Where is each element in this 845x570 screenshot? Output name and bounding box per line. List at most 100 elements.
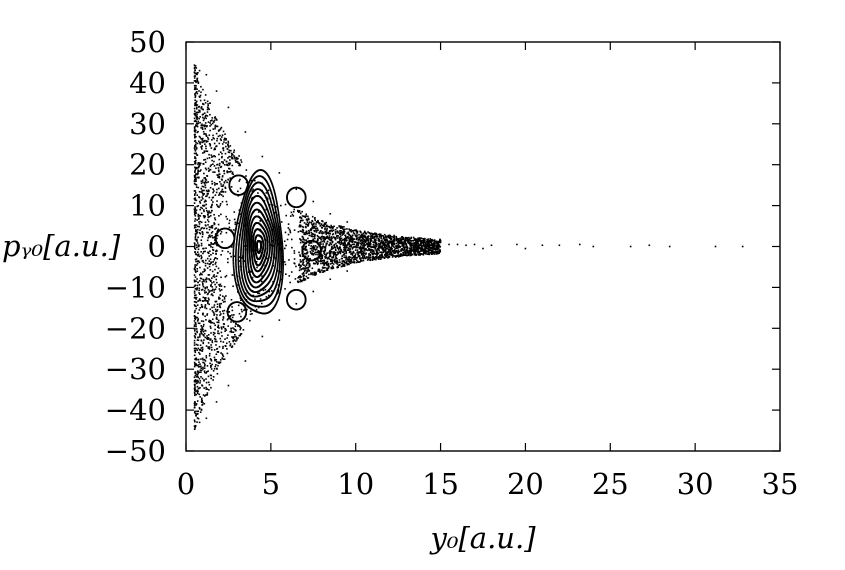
scatter-point [198,140,200,142]
scatter-point [194,355,196,357]
scatter-point [234,211,236,213]
scatter-point [221,328,223,330]
scatter-point [200,358,202,360]
scatter-point [372,251,374,253]
scatter-point [227,145,229,147]
scatter-point [391,238,393,240]
scatter-point [211,340,213,342]
scatter-point [336,260,338,262]
scatter-point [195,104,197,106]
scatter-point [331,231,333,233]
scatter-point [236,339,238,341]
scatter-point [227,334,229,336]
scatter-point [201,306,203,308]
scatter-point [204,315,206,317]
scatter-point [197,131,199,133]
scatter-point [334,261,336,263]
scatter-point [334,246,336,248]
scatter-point [344,252,346,254]
scatter-point [330,259,332,261]
scatter-point [227,353,229,355]
scatter-point [205,122,207,124]
scatter-point [328,238,330,240]
scatter-point [195,294,197,296]
scatter-point [221,285,223,287]
scatter-point [328,267,330,269]
scatter-point [368,248,370,250]
scatter-point [398,247,400,249]
scatter-point [415,247,417,249]
scatter-point [361,260,363,262]
scatter-point [220,183,222,185]
scatter-point [209,197,211,199]
scatter-point [378,238,380,240]
scatter-point [220,191,222,193]
scatter-point [205,378,207,380]
scatter-point [374,238,376,240]
scatter-point [249,320,251,322]
scatter-point [368,257,370,259]
scatter-point [324,250,326,252]
scatter-point [312,267,314,269]
scatter-point [202,359,204,361]
scatter-point [405,243,407,245]
scatter-point [197,164,199,166]
scatter-point [199,274,201,276]
scatter-point [200,251,202,253]
scatter-point [227,148,229,150]
scatter-point [222,161,224,163]
scatter-point [212,295,214,297]
scatter-point [311,229,313,231]
scatter-point [203,281,205,283]
scatter-point [305,223,307,225]
scatter-point [216,204,218,206]
scatter-point [199,353,201,355]
scatter-point [343,265,345,267]
scatter-point [195,218,197,220]
scatter-point [418,250,420,252]
scatter-point [194,428,196,430]
scatter-point [204,177,206,179]
scatter-point [387,254,389,256]
scatter-point [342,263,344,265]
scatter-point [335,229,337,231]
scatter-point [201,328,203,330]
scatter-point [316,221,318,223]
scatter-point [194,326,196,328]
scatter-point [306,264,308,266]
scatter-point [195,322,197,324]
scatter-point [303,261,305,263]
scatter-point [195,337,197,339]
scatter-point [203,159,205,161]
scatter-point [230,145,232,147]
scatter-point [194,395,196,397]
scatter-point [335,231,337,233]
scatter-point [196,421,198,423]
scatter-point [199,116,201,118]
scatter-point [317,270,319,272]
scatter-point [429,247,431,249]
scatter-point [225,180,227,182]
scatter-point [202,248,204,250]
scatter-point [229,220,231,222]
scatter-point [353,259,355,261]
scatter-point [223,323,225,325]
scatter-point [198,361,200,363]
scatter-point [357,254,359,256]
scatter-point [214,341,216,343]
scatter-point [245,131,247,133]
scatter-point [201,148,203,150]
scatter-point [215,344,217,346]
scatter-point [218,361,220,363]
scatter-point [307,269,309,271]
scatter-point [331,226,333,228]
scatter-point [416,243,418,245]
scatter-point [352,252,354,254]
scatter-point [219,288,221,290]
scatter-point [200,344,202,346]
scatter-point [302,232,304,234]
scatter-point [400,253,402,255]
scatter-point [236,338,238,340]
scatter-point [209,143,211,145]
scatter-point [363,254,365,256]
